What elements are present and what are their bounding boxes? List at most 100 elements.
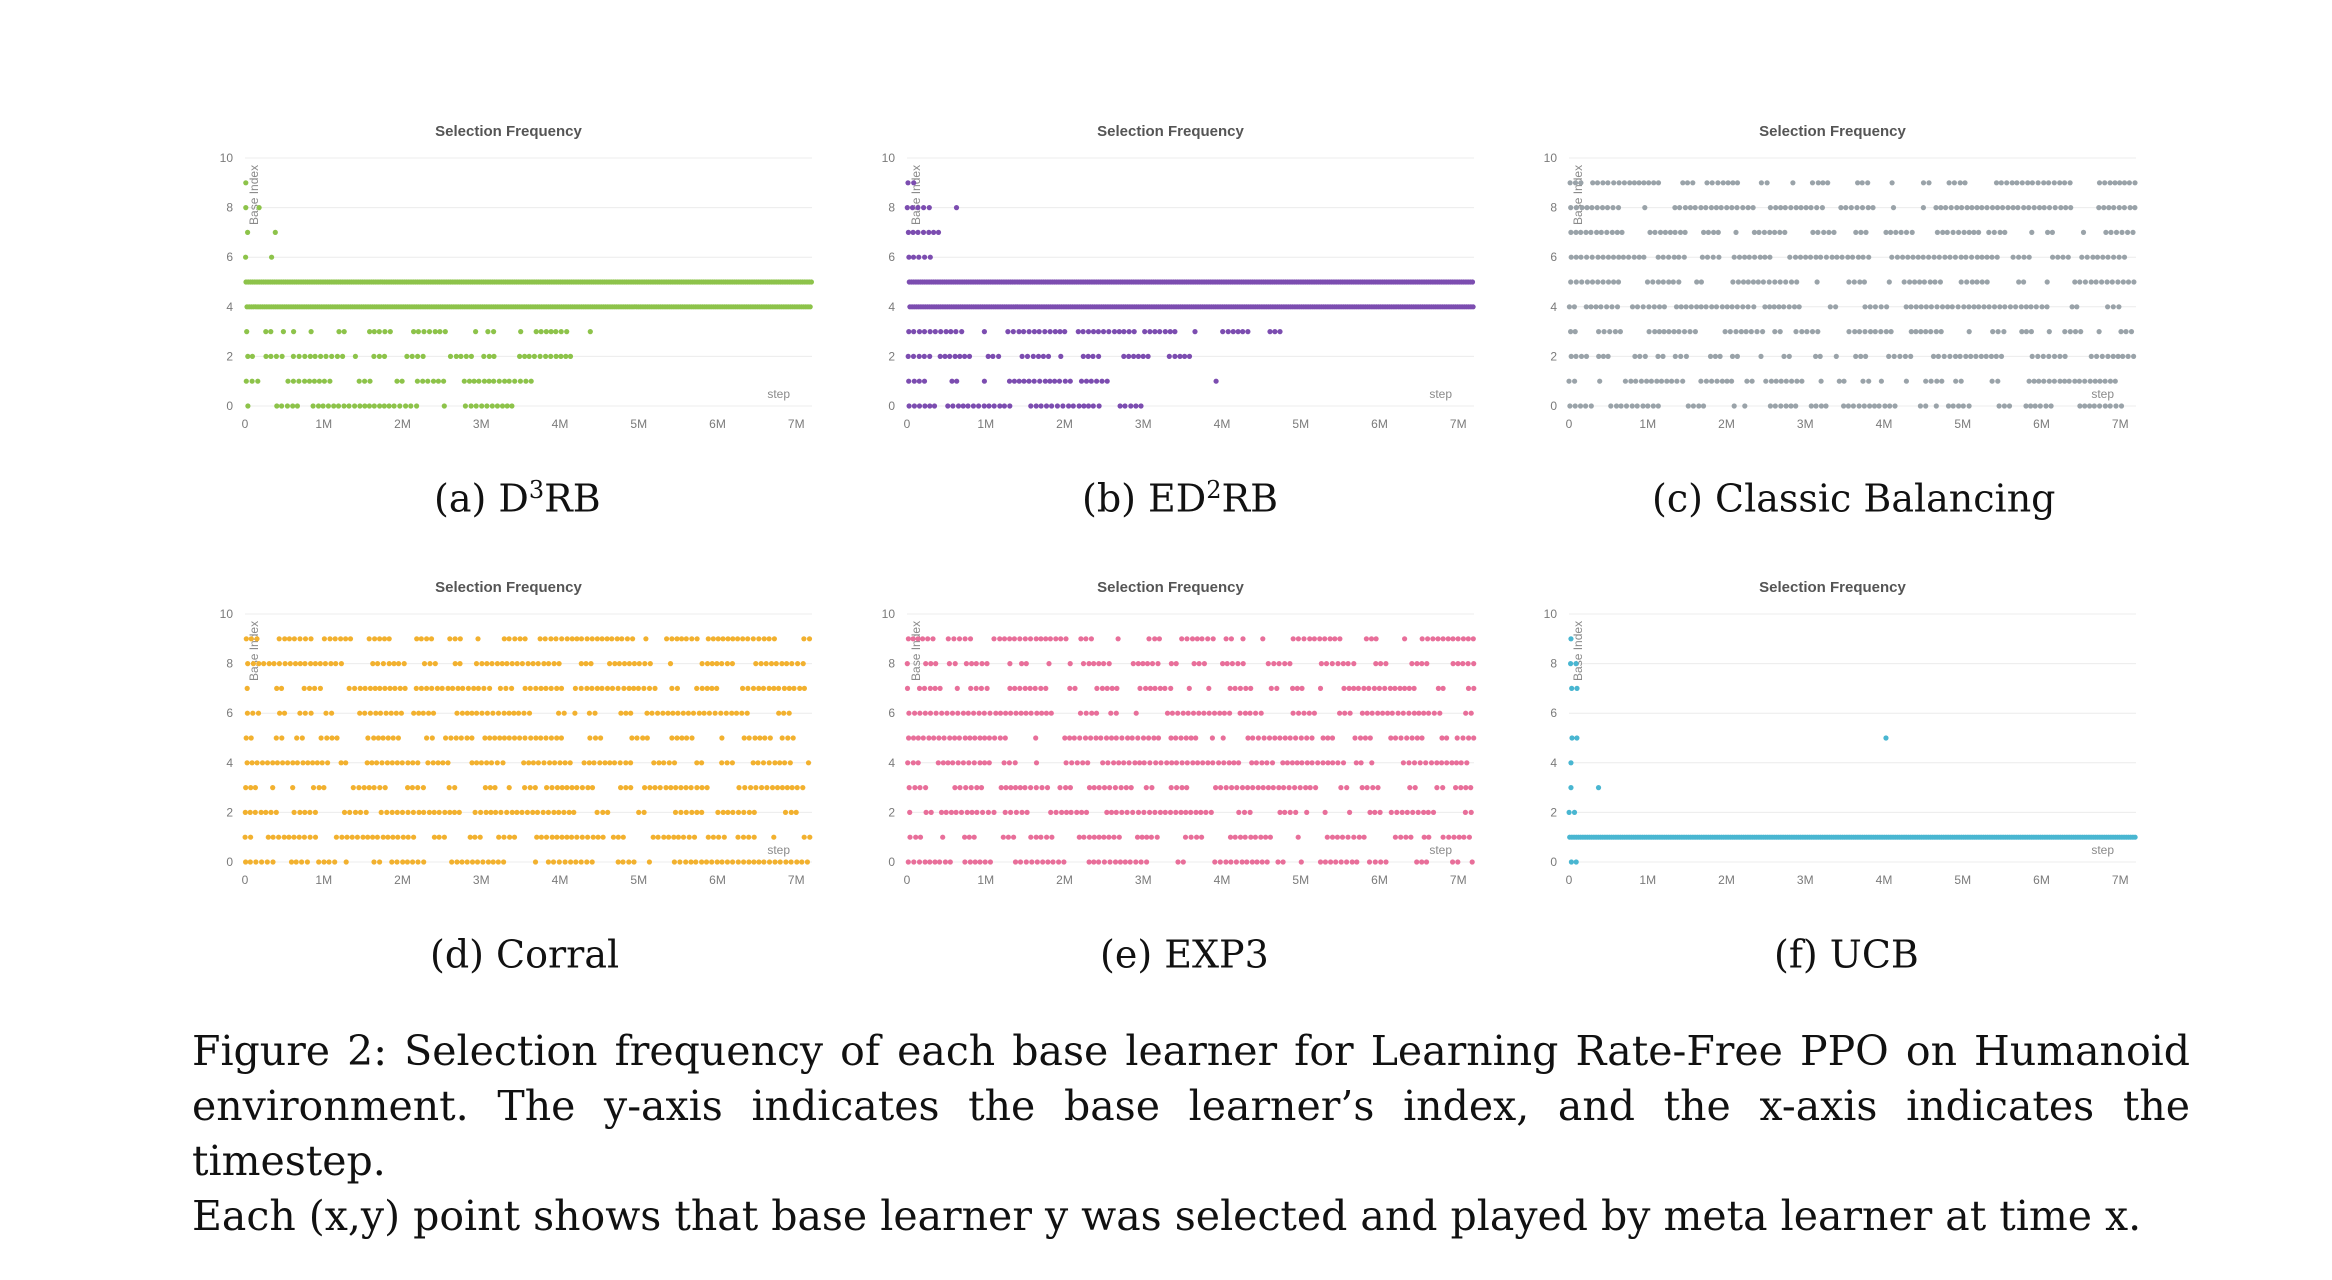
data-point: [1372, 859, 1378, 865]
data-point: [449, 859, 455, 865]
data-point: [1430, 809, 1437, 815]
data-point: [1934, 378, 1940, 384]
data-point: [1421, 834, 1427, 840]
data-point: [492, 735, 498, 741]
data-point: [1023, 859, 1029, 865]
data-point: [1042, 329, 1048, 335]
data-point: [1201, 661, 1207, 667]
y-axis-label: Base Index: [1571, 165, 1585, 225]
data-point: [245, 403, 251, 409]
data-point: [447, 809, 453, 815]
data-point: [1372, 809, 1378, 815]
data-point: [1411, 685, 1417, 691]
data-point: [559, 834, 565, 840]
data-point: [2021, 254, 2027, 260]
data-point: [1568, 661, 1574, 667]
data-point: [1132, 760, 1138, 766]
data-point: [502, 378, 508, 384]
data-point: [1067, 735, 1073, 741]
data-point: [1227, 710, 1233, 716]
data-point: [493, 809, 499, 815]
data-point: [310, 785, 317, 791]
data-point: [276, 636, 282, 642]
data-point: [367, 685, 373, 691]
data-point: [1226, 760, 1232, 766]
data-point: [1950, 403, 1956, 409]
data-point: [1024, 353, 1031, 359]
data-point: [799, 859, 805, 865]
data-point: [1655, 403, 1661, 409]
data-point: [916, 859, 923, 865]
data-point: [2049, 229, 2055, 235]
data-point: [1773, 378, 1779, 384]
data-point: [927, 353, 933, 359]
data-point: [1107, 859, 1113, 865]
data-point: [1966, 304, 1972, 310]
data-point: [489, 403, 495, 409]
data-point: [1928, 329, 1934, 335]
data-point: [421, 329, 427, 335]
data-point: [1453, 785, 1459, 791]
data-point: [549, 785, 555, 791]
data-point: [2074, 304, 2080, 310]
data-point: [1430, 636, 1436, 642]
data-point: [1724, 304, 1730, 310]
y-axis-label: Base Index: [247, 165, 261, 225]
data-point: [1007, 685, 1013, 691]
x-tick-label: 4M: [1876, 417, 1893, 431]
data-point: [981, 403, 987, 409]
data-point: [243, 254, 249, 260]
data-point: [255, 378, 261, 384]
data-point: [704, 685, 710, 691]
data-point: [357, 809, 364, 815]
data-point: [777, 760, 783, 766]
data-point: [957, 785, 963, 791]
data-point: [598, 735, 604, 741]
data-point: [615, 834, 621, 840]
data-point: [281, 710, 288, 716]
data-point: [1867, 329, 1874, 335]
data-point: [1910, 254, 1916, 260]
data-point: [1241, 809, 1248, 815]
data-point: [276, 661, 282, 667]
data-point: [1440, 785, 1446, 791]
data-point: [597, 760, 603, 766]
data-point: [987, 710, 993, 716]
data-point: [277, 710, 283, 716]
data-point: [1157, 329, 1163, 335]
data-point: [297, 710, 303, 716]
data-point: [426, 809, 432, 815]
data-point: [1367, 809, 1373, 815]
data-point: [280, 329, 286, 335]
x-tick-label: 6M: [1371, 873, 1388, 887]
data-point: [1033, 785, 1039, 791]
data-point: [1190, 760, 1196, 766]
data-point: [1612, 329, 1618, 335]
data-point: [1146, 636, 1152, 642]
data-point: [1958, 378, 1964, 384]
data-point: [1054, 403, 1060, 409]
data-point: [808, 279, 815, 285]
data-point: [1101, 859, 1107, 865]
data-point: [776, 685, 782, 691]
data-point: [729, 760, 736, 766]
data-point: [1250, 785, 1256, 791]
data-point: [1594, 229, 1600, 235]
data-point: [524, 809, 530, 815]
data-point: [537, 636, 543, 642]
data-point: [488, 809, 494, 815]
data-point: [545, 809, 551, 815]
data-point: [252, 785, 258, 791]
data-point: [910, 735, 917, 741]
data-point: [2107, 378, 2113, 384]
data-point: [274, 685, 280, 691]
data-point: [286, 636, 292, 642]
data-point: [766, 760, 772, 766]
data-point: [334, 353, 340, 359]
data-point: [953, 205, 960, 211]
data-point: [537, 353, 543, 359]
data-point: [1681, 254, 1687, 260]
data-point: [1605, 180, 1611, 186]
data-point: [1195, 760, 1201, 766]
data-point: [937, 353, 943, 359]
